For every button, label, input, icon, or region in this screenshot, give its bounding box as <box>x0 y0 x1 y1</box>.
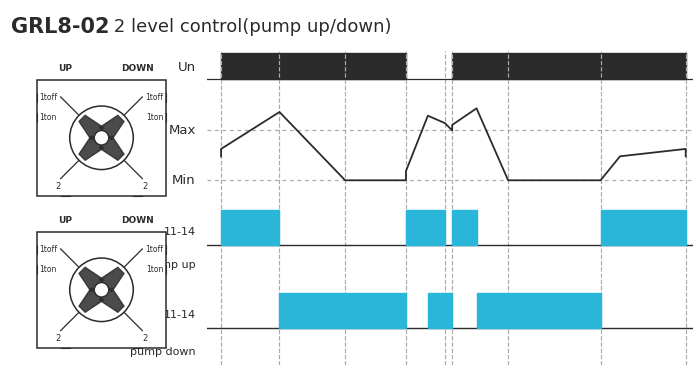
Text: pump up: pump up <box>146 260 196 270</box>
Text: DOWN: DOWN <box>121 64 154 73</box>
Bar <box>221 210 279 245</box>
Text: 1ton: 1ton <box>39 265 57 274</box>
Text: Un: Un <box>178 61 196 74</box>
Polygon shape <box>99 267 124 292</box>
Text: 1ton: 1ton <box>146 113 164 122</box>
Bar <box>428 293 452 328</box>
Bar <box>221 53 406 79</box>
Text: Max: Max <box>169 124 196 137</box>
Polygon shape <box>99 136 124 160</box>
Text: 1toff: 1toff <box>39 93 57 102</box>
Text: 2: 2 <box>142 182 148 192</box>
Circle shape <box>94 283 108 297</box>
Polygon shape <box>99 288 124 312</box>
Bar <box>406 210 445 245</box>
Bar <box>452 53 686 79</box>
Polygon shape <box>79 136 104 160</box>
Bar <box>279 293 406 328</box>
Circle shape <box>70 106 133 169</box>
FancyBboxPatch shape <box>36 80 167 196</box>
Polygon shape <box>79 267 104 292</box>
Text: DOWN: DOWN <box>121 216 154 225</box>
Text: 2: 2 <box>142 334 148 344</box>
Bar <box>477 293 601 328</box>
Circle shape <box>70 258 133 321</box>
Circle shape <box>94 131 108 145</box>
Text: Min: Min <box>172 174 196 187</box>
Text: 11-14: 11-14 <box>164 310 196 320</box>
Polygon shape <box>79 288 104 312</box>
Text: 1ton: 1ton <box>39 113 57 122</box>
Text: 1ton: 1ton <box>146 265 164 274</box>
Bar <box>452 210 477 245</box>
Text: pump down: pump down <box>130 347 196 357</box>
Text: 1toff: 1toff <box>39 245 57 254</box>
Text: 2: 2 <box>55 182 61 192</box>
Polygon shape <box>99 115 124 140</box>
Text: 1toff: 1toff <box>146 245 164 254</box>
Text: 2: 2 <box>55 334 61 344</box>
Text: GRL8-02: GRL8-02 <box>10 17 109 37</box>
Text: 11-14: 11-14 <box>164 227 196 237</box>
Text: UP: UP <box>58 216 72 225</box>
Text: 2 level control(pump up/down): 2 level control(pump up/down) <box>108 18 392 36</box>
Bar <box>601 210 686 245</box>
Text: 1toff: 1toff <box>146 93 164 102</box>
Text: UP: UP <box>58 64 72 73</box>
FancyBboxPatch shape <box>36 232 167 348</box>
Polygon shape <box>79 115 104 140</box>
